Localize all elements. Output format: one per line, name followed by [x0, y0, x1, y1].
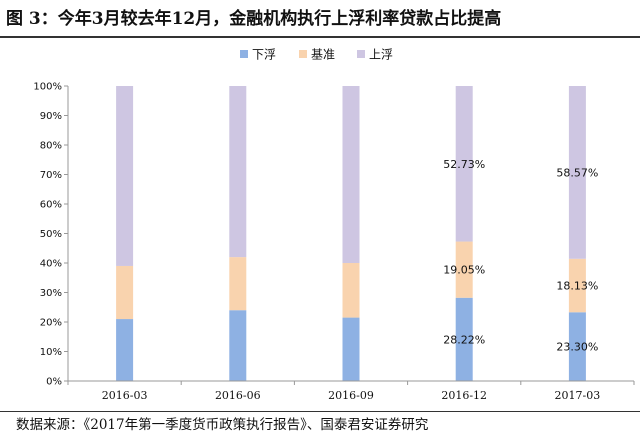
bar-segment-2017-03-2: [568, 258, 586, 313]
bar-segment-2017-03-1: [568, 312, 586, 381]
x-tick-label-2016-06: 2016-06: [215, 389, 261, 402]
bar-segment-2016-12-1: [455, 297, 473, 381]
y-tick-label: 0%: [46, 377, 62, 388]
bar-segment-2016-03-1: [116, 319, 134, 381]
source-note: 数据来源：《2017年第一季度货币政策执行报告》、国泰君安证券研究: [16, 417, 429, 433]
legend-label-1: 下浮: [252, 48, 276, 62]
source-rule: [0, 411, 640, 412]
y-tick-label: 60%: [40, 200, 62, 211]
data-label-2016-12-3: 52.73%: [443, 158, 485, 171]
bar-segment-2016-06-3: [229, 86, 247, 258]
chart-title: 图 3：今年3月较去年12月，金融机构执行上浮利率贷款占比提高: [6, 9, 502, 29]
data-label-2016-12-1: 28.22%: [443, 333, 485, 346]
legend-label-3: 上浮: [369, 48, 393, 62]
bar-segment-2016-09-2: [342, 263, 360, 318]
bar-area: [116, 86, 586, 381]
data-label-2017-03-2: 18.13%: [556, 280, 598, 293]
data-label-2016-12-2: 19.05%: [443, 264, 485, 277]
data-label-2017-03-3: 58.57%: [556, 166, 598, 179]
title-rule: [0, 36, 640, 38]
y-tick-label: 80%: [40, 141, 62, 152]
y-tick-label: 40%: [40, 259, 62, 270]
bar-segment-2016-09-3: [342, 86, 360, 263]
bar-segment-2016-03-2: [116, 265, 134, 320]
legend-swatch-1: [240, 50, 248, 58]
y-tick-label: 90%: [40, 111, 62, 122]
chart-axes: 0% 10% 20% 30% 40% 50% 60% 70% 80% 90% 100% 2016-03…: [33, 82, 635, 402]
x-tick-label-2016-09: 2016-09: [328, 389, 374, 402]
bar-segment-2016-06-1: [229, 310, 247, 381]
stacked-bar-chart: 下浮 基准 上浮 0% 10% 20% 30% 40% 50% 60% 70% 80% 90% 100%…: [33, 48, 635, 402]
chart-legend: 下浮 基准 上浮: [240, 48, 393, 62]
legend-swatch-2: [299, 50, 307, 58]
bar-segment-2016-06-2: [229, 257, 247, 311]
x-tick-label-2016-03: 2016-03: [102, 389, 148, 402]
y-tick-label: 10%: [40, 347, 62, 358]
y-tick-label: 30%: [40, 288, 62, 299]
bar-segment-2016-12-2: [455, 241, 473, 298]
y-tick-label: 50%: [40, 229, 62, 240]
x-tick-label-2017-03: 2017-03: [555, 389, 601, 402]
legend-swatch-3: [357, 50, 365, 58]
y-tick-label: 100%: [33, 82, 62, 93]
y-tick-label: 20%: [40, 318, 62, 329]
data-labels: 28.22% 19.05% 52.73% 23.30% 18.13% 58.57%: [443, 158, 598, 354]
data-label-2017-03-1: 23.30%: [556, 341, 598, 354]
bar-segment-2016-09-1: [342, 317, 360, 381]
y-tick-label: 70%: [40, 170, 62, 181]
bar-segment-2017-03-3: [568, 86, 586, 259]
bar-segment-2016-03-3: [116, 86, 134, 266]
bar-segment-2016-12-3: [455, 86, 473, 242]
x-tick-label-2016-12: 2016-12: [441, 389, 487, 402]
legend-label-2: 基准: [311, 48, 335, 62]
